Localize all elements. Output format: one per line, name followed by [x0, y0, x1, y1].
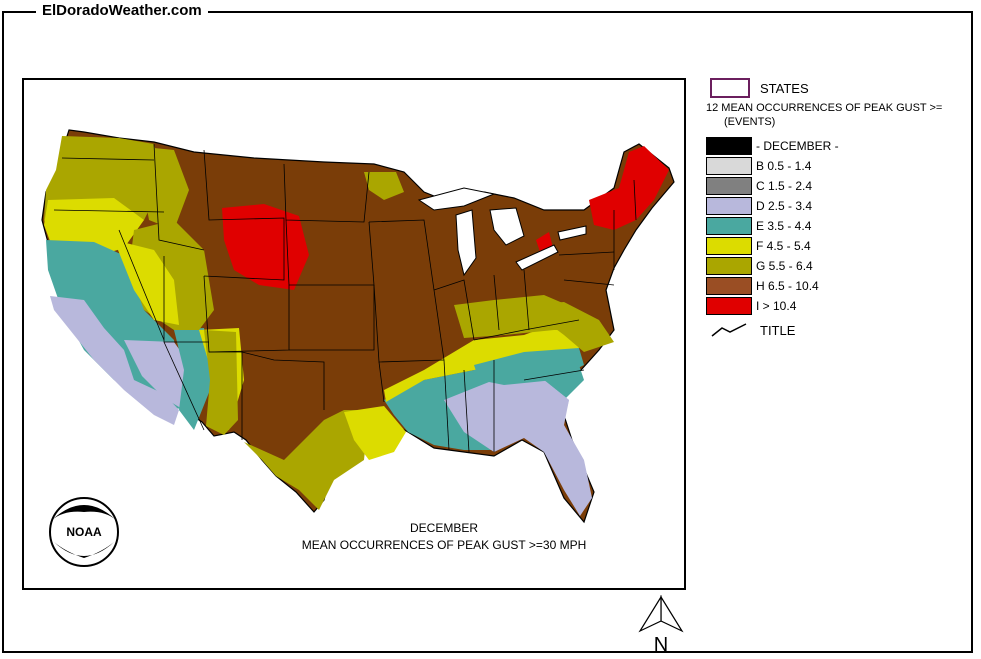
legend-item[interactable]: - DECEMBER - [706, 136, 839, 156]
state-boundaries [53, 143, 637, 453]
zone-arizona-e [174, 328, 214, 430]
legend-item-label: H 6.5 - 10.4 [756, 279, 819, 293]
legend-swatch [706, 277, 752, 295]
zone-georgia-d [504, 380, 569, 440]
legend-swatch [706, 297, 752, 315]
zone-texas-f [344, 406, 406, 460]
title-line-icon [711, 323, 747, 337]
zone-california-d [50, 296, 179, 425]
legend-title-label: TITLE [760, 322, 796, 338]
legend-item-label: G 5.5 - 6.4 [756, 259, 813, 273]
zone-new-england-i [589, 146, 669, 230]
map-caption-title: MEAN OCCURRENCES OF PEAK GUST >=30 MPH [302, 538, 587, 552]
noaa-logo-text: NOAA [66, 525, 102, 539]
legend-swatch [706, 177, 752, 195]
map-caption-month: DECEMBER [410, 521, 478, 535]
legend-layer-title: 12 MEAN OCCURRENCES OF PEAK GUST >= [706, 102, 943, 114]
legend-item-label: D 2.5 - 3.4 [756, 199, 813, 213]
legend-item[interactable]: B 0.5 - 1.4 [706, 156, 811, 176]
legend-item-label: C 1.5 - 2.4 [756, 179, 813, 193]
zone-desert-d [124, 340, 194, 410]
site-title: ElDoradoWeather.com [36, 2, 208, 19]
north-arrow: N [638, 595, 684, 655]
legend-layer-units: (EVENTS) [724, 116, 776, 128]
zone-virginia-g [524, 302, 614, 352]
zone-texas-g [244, 410, 369, 510]
page-frame [2, 11, 973, 653]
zone-new-mexico-g [204, 330, 238, 435]
legend-swatch [706, 137, 752, 155]
legend-swatch [706, 157, 752, 175]
legend-item[interactable]: I > 10.4 [706, 296, 796, 316]
legend-item[interactable]: D 2.5 - 3.4 [706, 196, 812, 216]
legend-swatch [706, 197, 752, 215]
lake-huron [489, 207, 525, 246]
legend-item[interactable]: E 3.5 - 4.4 [706, 216, 811, 236]
lake-michigan [455, 209, 477, 277]
legend-item-label: I > 10.4 [756, 299, 797, 313]
zone-minnesota-g [364, 172, 404, 200]
map-panel[interactable]: NOAA DECEMBER MEAN OCCURRENCES OF PEAK G… [22, 78, 686, 590]
states-swatch [710, 78, 750, 98]
legend-title-row[interactable]: TITLE [706, 320, 795, 340]
zone-tennessee-f [384, 320, 584, 402]
legend-states-row[interactable]: STATES [706, 78, 809, 98]
us-gust-map[interactable]: NOAA DECEMBER MEAN OCCURRENCES OF PEAK G… [24, 80, 684, 588]
zone-wyoming-i [222, 204, 309, 290]
zone-idaho-g [134, 146, 189, 230]
lake-superior [417, 187, 496, 211]
lake-ontario [557, 225, 587, 241]
legend-swatch [706, 237, 752, 255]
lake-erie [515, 244, 559, 271]
north-label: N [654, 634, 668, 655]
legend-item[interactable]: G 5.5 - 6.4 [706, 256, 813, 276]
legend-item-label: B 0.5 - 1.4 [756, 159, 812, 173]
legend-item[interactable]: F 4.5 - 5.4 [706, 236, 811, 256]
legend-item-label: E 3.5 - 4.4 [756, 219, 812, 233]
legend-item-label: - DECEMBER - [756, 139, 839, 153]
zone-nevada-f [114, 240, 179, 325]
legend-swatch [706, 217, 752, 235]
legend-item[interactable]: H 6.5 - 10.4 [706, 276, 819, 296]
legend-item-label: F 4.5 - 5.4 [756, 239, 811, 253]
legend-states-label: STATES [760, 80, 809, 96]
legend-item[interactable]: C 1.5 - 2.4 [706, 176, 812, 196]
zone-carolina-e [474, 348, 584, 385]
legend-swatch [706, 257, 752, 275]
noaa-logo: NOAA [49, 497, 119, 567]
